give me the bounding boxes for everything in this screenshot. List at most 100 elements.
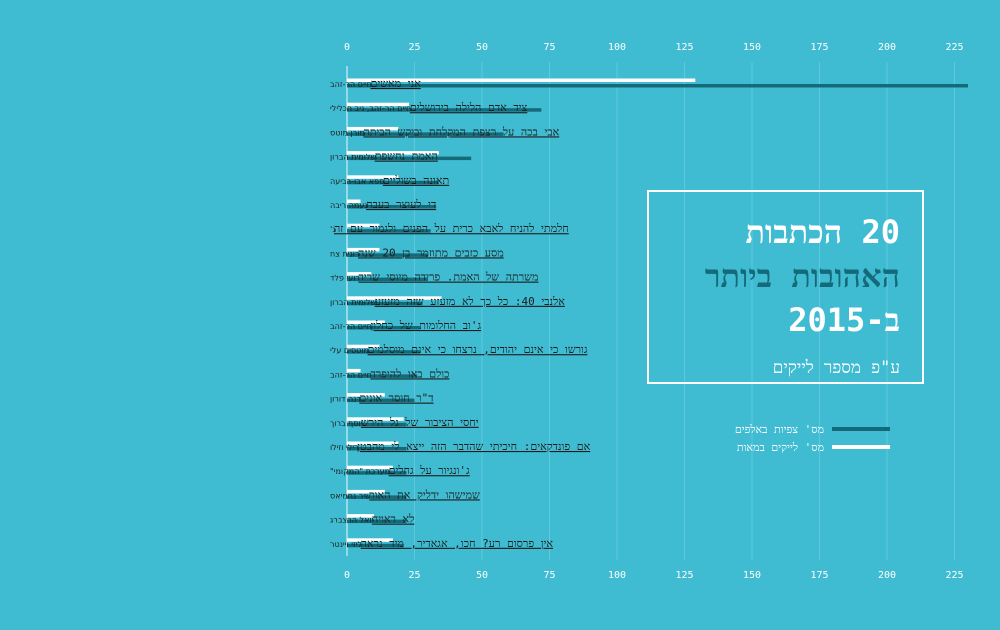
x-axis-bottom: 0 25 50 75 100 125 150 175 200 225 [344, 570, 964, 581]
article-author: חיים הר-זהב, ניב חכלילי [330, 104, 414, 113]
legend-swatch-likes [832, 445, 890, 449]
article-title: אבי בכה על רצפת המקלחת וביקש הביתה [363, 125, 559, 138]
x-tick-label: 200 [878, 570, 896, 581]
x-tick-label: 75 [543, 42, 555, 53]
x-tick-label: 150 [743, 570, 761, 581]
bar-likes [347, 199, 361, 203]
x-tick-label: 175 [810, 42, 828, 53]
x-tick-label: 100 [608, 570, 626, 581]
article-title: גורשו כי אינם יהודים, נרצחו כי אינם מוסל… [368, 343, 588, 356]
article-author: מורן מוטס [330, 128, 367, 137]
article-author: שיר נחמיאס [330, 491, 373, 500]
bar-views [347, 205, 437, 209]
x-tick-label: 150 [743, 42, 761, 53]
bar-likes [347, 489, 385, 494]
bar-likes [347, 368, 361, 373]
article-title: יחסי הציבור של גל הירש [361, 416, 479, 429]
category-label: ד"ר חוסר אונים דנה דורון [330, 392, 434, 405]
article-title: כולם באו להיפרד [370, 367, 449, 380]
article-title: שמישהו ידליק את האור [369, 488, 480, 501]
legend: מס' צפיות באלפים מס' לייקים במאות [700, 420, 890, 456]
x-tick-label: 75 [543, 570, 555, 581]
bar-views [347, 229, 431, 233]
article-author: ספא אבו-רביעה [330, 177, 387, 186]
bar-views [347, 180, 439, 185]
title-line-1: 20 הכתבות [745, 213, 900, 251]
bar-views [347, 84, 968, 88]
article-title: ג'וב החלומות של כחלון [370, 319, 481, 332]
legend-label-views: מס' צפיות באלפים [734, 422, 824, 436]
article-title: ג'ונגיור על גחלים [389, 464, 470, 477]
article-title: לא ראויה [372, 513, 414, 526]
title-line-2: האהובות ביותר [704, 257, 900, 295]
x-tick-label: 25 [408, 42, 420, 53]
bar-views [347, 132, 504, 136]
x-tick-label: 175 [810, 570, 828, 581]
category-label: ג'ונגיור על גחלים מערכת "המקומי" [330, 464, 470, 477]
article-author: נעמה ריבה [330, 201, 370, 210]
article-title: תאונה בשוליים [383, 174, 449, 187]
subtitle: ע"פ מספר לייקים [772, 358, 900, 378]
article-author: חיים הר-זהב [330, 322, 374, 331]
article-author: דנה דורון [330, 395, 363, 404]
x-axis-top: 0 25 50 75 100 125 150 175 200 225 [344, 42, 964, 53]
article-author: יוסף ברוך [330, 419, 365, 428]
bar-likes [347, 417, 404, 421]
article-author: מערכת "המקומי" [330, 467, 393, 476]
article-title: משרתה של האמת. פרידה מיוסי שריד [359, 271, 539, 284]
bar-views [347, 301, 423, 306]
category-label: אם פונדקאים: חיכיתי שהדבר הזה ייצא לי מה… [330, 440, 591, 453]
category-label: שמישהו ידליק את האור שיר נחמיאס [330, 488, 480, 501]
article-author: חיים הר-זהב [330, 80, 374, 89]
article-title: חלמתי להניח לאבא כרית על הפנים ולגמור עם… [334, 222, 569, 235]
article-title: אני מאשים [370, 77, 421, 90]
category-label: אין פרסום רע? חכו, אגאדיר, מיד נראה ליזי… [330, 537, 553, 550]
bar-likes [347, 175, 399, 179]
article-title: ד"ר חוסר אונים [359, 392, 433, 405]
bar-likes [347, 151, 439, 155]
bar-views [347, 422, 407, 427]
bar-likes [347, 272, 372, 276]
bar-likes [347, 465, 393, 470]
bar-views [347, 253, 428, 257]
bar-likes [347, 514, 374, 518]
bars [347, 78, 968, 548]
category-label: תאונה בשוליים ספא אבו-רביעה [330, 174, 449, 187]
bar-likes [347, 393, 385, 397]
article-title: אלנבי 40: כל כך לא מזעזע שזה מזעזע [375, 295, 566, 308]
bar-likes [347, 538, 393, 542]
article-author: רונית צח [330, 249, 362, 258]
category-label: חלמתי להניח לאבא כרית על הפנים ולגמור עם… [330, 222, 569, 235]
category-label: משרתה של האמת. פרידה מיוסי שריד רועי פלד [330, 271, 538, 284]
x-tick-label: 200 [878, 42, 896, 53]
x-tick-label: 100 [608, 42, 626, 53]
x-tick-label: 0 [344, 42, 350, 53]
bar-likes [347, 320, 385, 324]
bar-likes [347, 126, 399, 131]
article-title: האמת נחשפת [375, 150, 438, 163]
article-author: שלומית הברון [330, 153, 379, 162]
category-label: די לעוצר בעבח נעמה ריבה [330, 198, 436, 211]
x-tick-label: 0 [344, 570, 350, 581]
article-title: ציד אדם הלילה בירושלים [410, 101, 528, 114]
bar-likes [347, 441, 399, 445]
category-label: ציד אדם הלילה בירושלים חיים הר-זהב, ניב … [330, 101, 528, 114]
bar-likes [347, 102, 410, 107]
category-label: ג'וב החלומות של כחלון חיים הר-זהב [330, 319, 481, 332]
grid-lines [414, 62, 955, 560]
article-title: די לעוצר בעבח [366, 198, 436, 211]
bar-views [347, 277, 428, 282]
title-box: 20 הכתבות האהובות ביותר ב-2015 ע"פ מספר … [647, 190, 924, 384]
x-tick-label: 125 [675, 570, 693, 581]
x-tick-label: 25 [408, 570, 420, 581]
legend-label-likes: מס' לייקים במאות [736, 440, 824, 454]
article-author: רועי פלד [330, 274, 363, 283]
bar-likes [347, 247, 380, 252]
article-title: מסע כזבים מתוזמר בן 20 שנה [358, 246, 504, 259]
legend-item-views: מס' צפיות באלפים [700, 420, 890, 438]
title-line-3: ב-2015 [788, 301, 900, 339]
category-label: כולם באו להיפרד חיים הר-זהב [330, 367, 449, 380]
article-title: אין פרסום רע? חכו, אגאדיר, מיד נראה [361, 537, 554, 550]
category-label: האמת נחשפת שלומית הברון [330, 150, 438, 163]
